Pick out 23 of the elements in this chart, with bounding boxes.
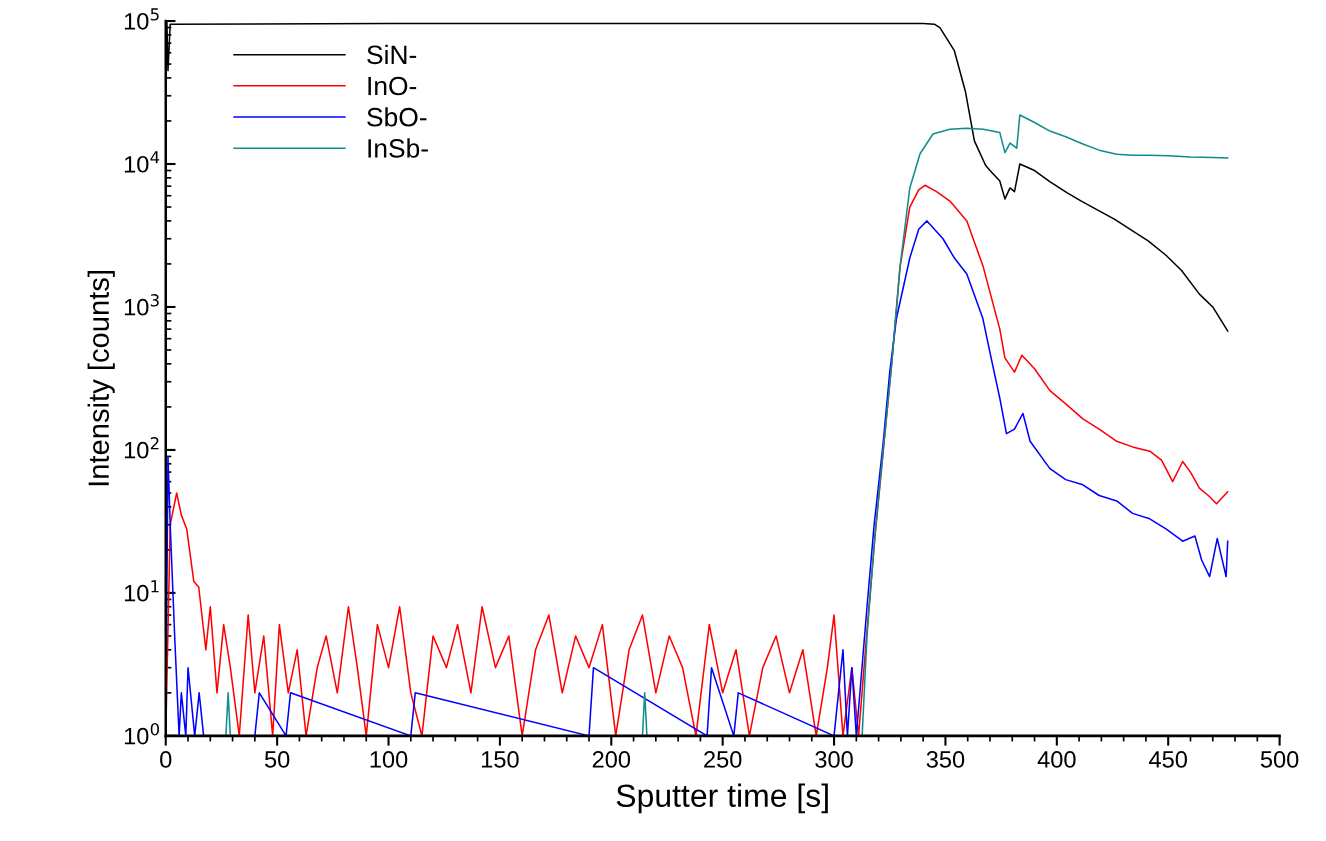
x-tick-label: 500 (1260, 751, 1299, 768)
y-tick-label: 10$^{5}$ (124, 8, 159, 30)
x-tick-label: 0 (160, 751, 172, 768)
y-tick-label: 10$^{2}$ (124, 437, 159, 459)
y-tick-label: 10$^{4}$ (124, 151, 160, 173)
x-tick-label: 400 (1037, 751, 1076, 768)
legend-label: InSb- (368, 138, 428, 158)
x-tick-label: 100 (370, 751, 408, 768)
legend-label: SbO- (367, 107, 427, 127)
x-tick-label: 300 (815, 751, 853, 768)
y-axis-title: Intensity [counts] (87, 271, 115, 486)
legend-label: SiN- (367, 44, 417, 65)
x-tick-label: 150 (482, 751, 519, 768)
x-tick-label: 200 (592, 751, 631, 768)
y-tick-label: 10$^{1}$ (124, 580, 159, 602)
y-tick-label: 10$^{0}$ (124, 722, 160, 745)
x-tick-label: 350 (926, 751, 965, 768)
x-tick-label: 50 (264, 751, 290, 768)
y-tick-label: 10$^{3}$ (124, 294, 159, 316)
x-tick-label: 450 (1149, 751, 1187, 768)
x-axis-title: Sputter time [s] (616, 783, 828, 814)
x-tick-label: 250 (704, 751, 742, 768)
legend-label: InO- (368, 76, 417, 96)
